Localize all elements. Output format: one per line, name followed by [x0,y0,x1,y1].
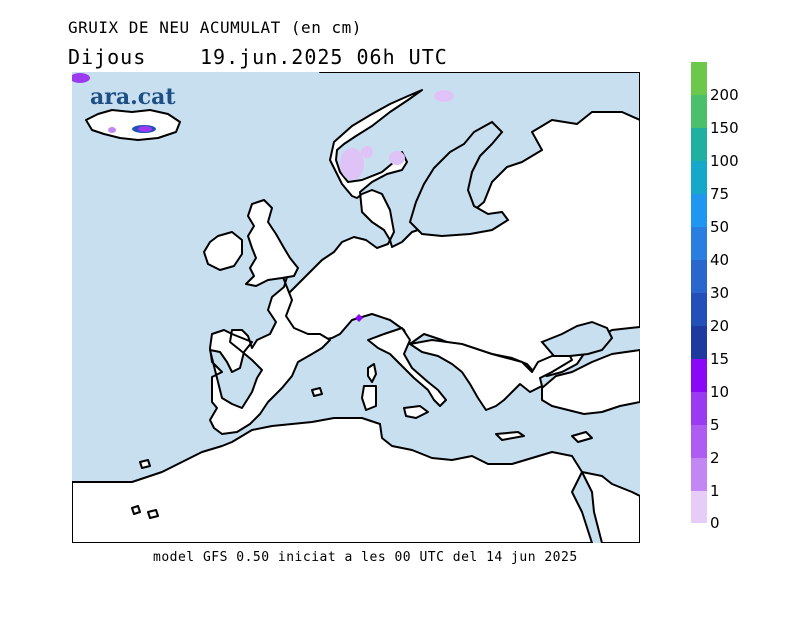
land-canaries-2 [147,509,159,519]
land-great-britain [245,199,299,287]
snow-norway [340,148,364,180]
model-run-caption: model GFS 0.50 iniciat a les 00 UTC del … [153,550,578,565]
snow-norway-2 [361,146,373,158]
legend-label: 2 [710,449,720,467]
snow-iceland-corner [72,73,90,83]
land-corsica [367,363,377,383]
snow-sweden [389,151,405,165]
legend-swatch [691,227,707,260]
legend-label: 0 [710,514,720,532]
land-sinai [581,471,640,543]
legend-swatch [691,128,707,161]
legend-swatch [691,293,707,326]
snow-lapland [434,90,454,102]
europe-snow-map [72,72,640,543]
legend-label: 20 [710,317,730,335]
legend-label: 150 [710,119,739,137]
land-sicily [403,405,429,419]
legend-swatch [691,95,707,128]
snow-alps [355,314,363,322]
snow-iceland-west [108,127,116,133]
land-western-europe [209,261,331,435]
legend-swatch [691,260,707,293]
snow-color-legend [691,62,707,523]
legend-label: 50 [710,218,730,236]
legend-label: 75 [710,185,730,203]
legend-label: 100 [710,152,739,170]
land-italy [367,327,447,407]
legend-swatch [691,491,707,523]
chart-title: GRUIX DE NEU ACUMULAT (en cm) [68,18,362,37]
snow-iceland-10 [138,126,152,132]
land-turkey [541,349,640,415]
land-sardinia [361,385,377,411]
legend-swatch [691,458,707,491]
legend-swatch [691,359,707,392]
legend-label: 15 [710,350,730,368]
forecast-datetime: 19.jun.2025 06h UTC [200,45,448,69]
land-north-africa [72,417,593,543]
snow-overlay [72,73,454,322]
brand-logo: ara.cat [90,84,176,110]
legend-swatch [691,62,707,95]
legend-swatch [691,194,707,227]
legend-swatch [691,425,707,458]
land-iceland [85,109,181,141]
land-balkans [409,339,573,411]
land-cyprus [571,431,593,443]
legend-label: 200 [710,86,739,104]
legend-swatch [691,326,707,359]
legend-label: 10 [710,383,730,401]
land-balearics [311,387,323,397]
legend-swatch [691,161,707,194]
land-canaries-1 [131,505,141,515]
legend-swatch [691,392,707,425]
baltic-sea [408,120,510,238]
black-sea [540,320,614,357]
legend-label: 40 [710,251,730,269]
forecast-day: Dijous [68,45,147,69]
land-madeira [139,459,151,469]
legend-label: 5 [710,416,720,434]
land-ireland [203,231,243,271]
legend-label: 1 [710,482,720,500]
legend-label: 30 [710,284,730,302]
land-crete [495,431,525,441]
